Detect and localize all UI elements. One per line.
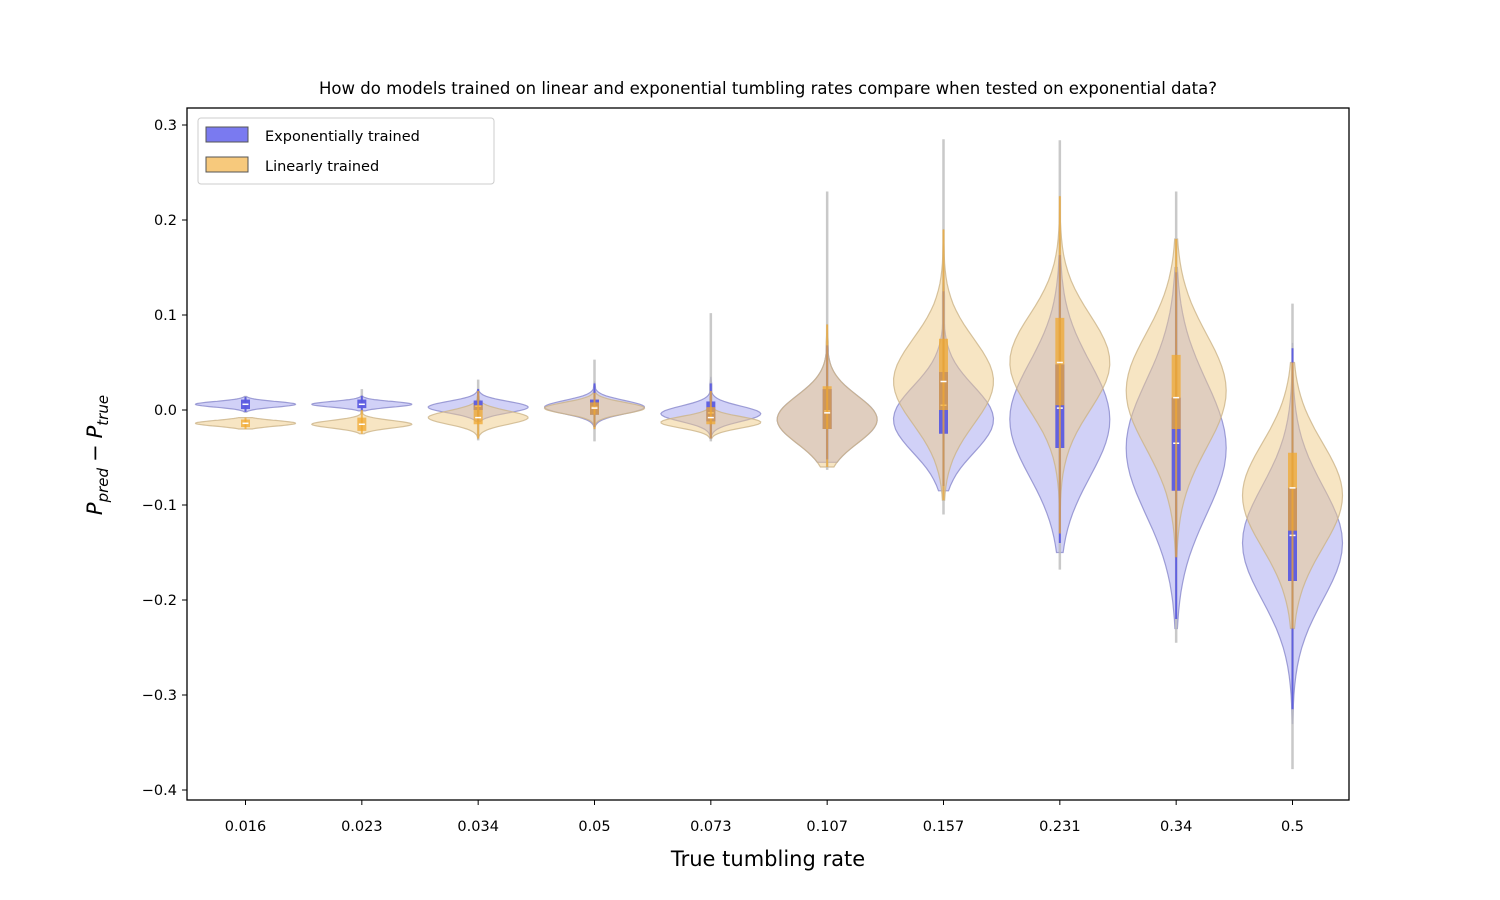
- x-tick-label: 0.5: [1281, 819, 1304, 835]
- x-axis-title: True tumbling rate: [670, 847, 865, 871]
- x-tick-label: 0.023: [341, 819, 383, 835]
- iqr-box-linear: [1171, 354, 1181, 429]
- iqr-box-linear: [1288, 452, 1297, 531]
- iqr-box-linear: [822, 386, 832, 429]
- x-tick-label: 0.34: [1160, 819, 1192, 835]
- svg-text:Ppred−Ptrue: Ppred − Ptrue: [83, 395, 112, 515]
- x-tick-label: 0.073: [690, 819, 732, 835]
- y-tick-label: −0.3: [142, 688, 177, 704]
- legend-swatch-linear: [205, 156, 249, 173]
- iqr-box-linear: [939, 338, 948, 410]
- x-tick-label: 0.05: [578, 819, 610, 835]
- x-tick-label: 0.107: [806, 819, 848, 835]
- x-tick-label: 0.231: [1039, 819, 1081, 835]
- legend: Exponentially trained Linearly trained: [197, 117, 495, 185]
- y-tick-label: −0.4: [142, 783, 177, 799]
- y-tick-label: 0.1: [154, 308, 177, 324]
- y-tick-label: 0.3: [154, 118, 177, 134]
- y-axis-title-minus: −: [83, 444, 107, 462]
- legend-label-linear: Linearly trained: [265, 159, 379, 175]
- y-axis-title: Ppred − Ptrue: [83, 395, 112, 515]
- iqr-box-linear: [706, 407, 716, 425]
- y-tick-label: −0.1: [142, 498, 177, 514]
- y-tick-label: −0.2: [142, 593, 177, 609]
- x-tick-label: 0.157: [923, 819, 965, 835]
- y-tick-label: 0.0: [154, 403, 177, 419]
- legend-box: [197, 117, 495, 185]
- violin-layer: [194, 195, 1344, 725]
- x-tick-label: 0.034: [457, 819, 499, 835]
- chart-title: How do models trained on linear and expo…: [319, 79, 1217, 98]
- y-axis-title-main: P: [83, 502, 107, 515]
- x-tick-label: 0.016: [225, 819, 267, 835]
- legend-swatch-exponential: [205, 126, 249, 143]
- iqr-box-linear: [1055, 317, 1065, 406]
- whisker-layer: [241, 139, 1297, 770]
- y-axis-title-main-2: P: [83, 425, 107, 438]
- y-axis-title-sub-pred: pred: [94, 468, 112, 504]
- iqr-box-linear: [473, 405, 483, 425]
- legend-label-exponential: Exponentially trained: [265, 129, 420, 145]
- x-axis: 0.016 0.023 0.034 0.05 0.073 0.107 0.157 0.231 0…: [225, 800, 1304, 835]
- y-tick-label: 0.2: [154, 213, 177, 229]
- y-axis: −0.4 −0.3 −0.2 −0.1 0.0 0.1 0.2 0.3: [142, 118, 187, 799]
- plot-frame: [186, 107, 1350, 801]
- y-axis-title-sub-true: true: [94, 395, 112, 426]
